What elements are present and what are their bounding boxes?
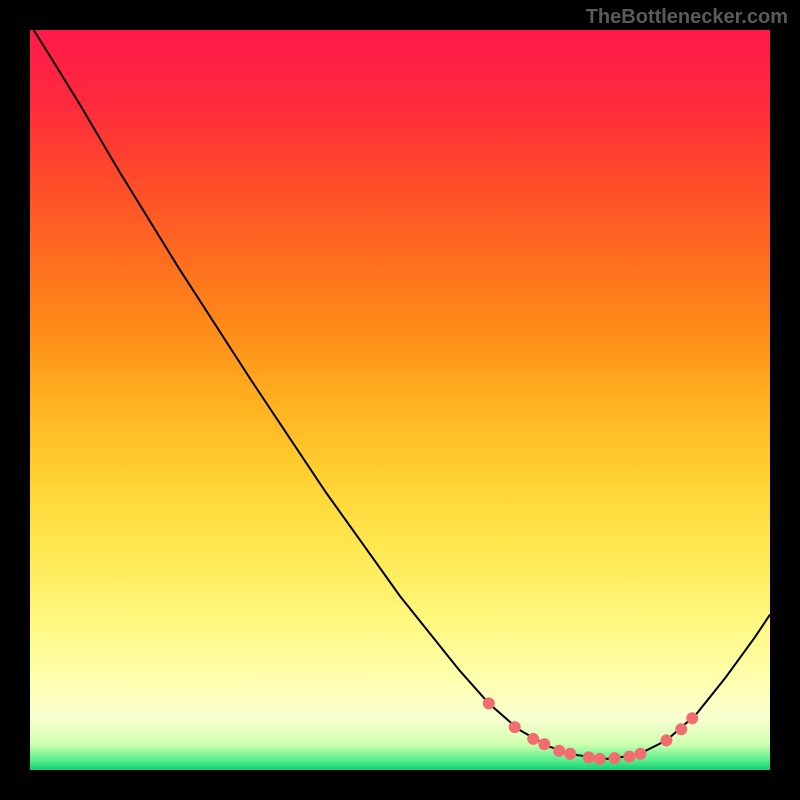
chart-svg xyxy=(0,0,800,800)
data-marker xyxy=(635,748,647,760)
data-marker xyxy=(564,748,576,760)
data-marker xyxy=(609,752,621,764)
chart-container: TheBottlenecker.com xyxy=(0,0,800,800)
data-marker xyxy=(686,712,698,724)
data-marker xyxy=(583,751,595,763)
plot-background xyxy=(30,30,770,770)
watermark-text: TheBottlenecker.com xyxy=(586,6,788,29)
data-marker xyxy=(675,723,687,735)
data-marker xyxy=(538,738,550,750)
data-marker xyxy=(594,753,606,765)
data-marker xyxy=(483,697,495,709)
data-marker xyxy=(509,721,521,733)
data-marker xyxy=(527,733,539,745)
data-marker xyxy=(623,751,635,763)
data-marker xyxy=(553,745,565,757)
data-marker xyxy=(660,734,672,746)
